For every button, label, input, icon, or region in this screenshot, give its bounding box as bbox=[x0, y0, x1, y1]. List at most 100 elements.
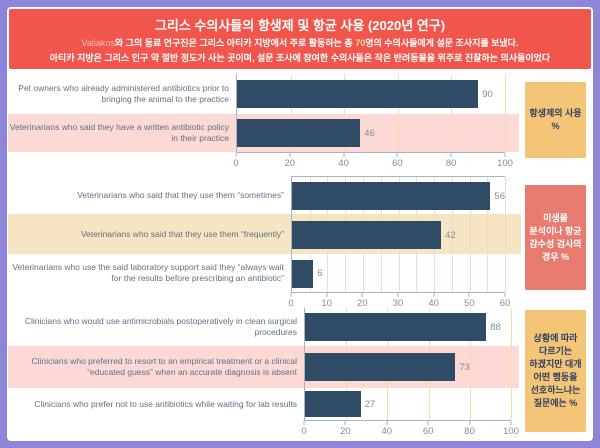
category-labels: Veterinarians who said that they use the… bbox=[8, 176, 291, 291]
axis-tick bbox=[510, 421, 512, 425]
subtitle-text-2: 명의 수의사들에게 설문 조사지를 보냈다. bbox=[365, 38, 519, 48]
side-label-preferred-behaviour: 상황에 따라 다르기는 하겠지만 대개 어떤 행동을 선호하느냐는 질문에는 % bbox=[525, 310, 586, 432]
subtitle-text-1: 와 그의 동료 연구진은 그리스 아티카 지방에서 주로 활동하는 총 bbox=[114, 38, 356, 48]
gridline bbox=[469, 308, 471, 420]
axis-tick-label: 80 bbox=[445, 158, 457, 169]
bar-rows: 88 73 27 bbox=[304, 308, 512, 420]
bar-row: 46 bbox=[237, 114, 505, 152]
axis-tick-label: 50 bbox=[464, 298, 475, 309]
row-label: Veterinarians who use the said laborator… bbox=[12, 261, 284, 283]
row-label: Veterinarians who said that they use the… bbox=[77, 189, 284, 200]
axis-tick-label: 60 bbox=[499, 298, 511, 309]
axis-tick-label: 0 bbox=[288, 298, 294, 309]
side-label-lab-testing: 미생물 분석이나 항균 감수성 검사의 경우 % bbox=[525, 185, 586, 290]
gridline bbox=[451, 74, 453, 152]
axis-tick bbox=[343, 153, 345, 157]
bar-row: 27 bbox=[305, 388, 511, 420]
gridline bbox=[469, 177, 471, 292]
bar-row: 56 bbox=[292, 177, 505, 215]
category-labels: Pet owners who already administered anti… bbox=[8, 74, 236, 152]
subtitle-line-1: Valiakos와 그의 동료 연구진은 그리스 아티카 지방에서 주로 활동하… bbox=[9, 37, 591, 49]
x-axis: 0 20 40 60 80 100 bbox=[233, 152, 513, 170]
bar-value-label: 73 bbox=[459, 361, 470, 373]
axis-tick bbox=[289, 153, 291, 157]
axis-tick bbox=[468, 293, 470, 297]
side-label-antibiotic-use: 항생제의 사용 % bbox=[525, 82, 586, 158]
axis-tick-label: 20 bbox=[357, 298, 368, 309]
axis-tick bbox=[427, 421, 429, 425]
axis-tick bbox=[386, 421, 388, 425]
axis-tick-label: 100 bbox=[497, 158, 513, 169]
author-name: Valiakos bbox=[81, 38, 115, 48]
axis-tick bbox=[469, 421, 471, 425]
row-label: Pet owners who already administered anti… bbox=[18, 83, 229, 104]
axis-tick-label: 80 bbox=[464, 426, 475, 437]
axis-tick bbox=[290, 293, 292, 297]
bar-row: 73 bbox=[305, 346, 511, 388]
bar-value-label: 46 bbox=[364, 127, 375, 139]
bar bbox=[237, 80, 479, 108]
axis-tick bbox=[397, 293, 399, 297]
plot-area: 90 46 0 20 40 60 80 100 bbox=[233, 74, 513, 170]
sample-count: 70 bbox=[355, 38, 366, 48]
bar-value-label: 27 bbox=[364, 398, 376, 410]
axis-tick-label: 40 bbox=[381, 426, 393, 437]
bar bbox=[305, 313, 487, 341]
bar-value-label: 90 bbox=[482, 88, 493, 100]
axis-tick bbox=[504, 293, 506, 297]
axis-tick bbox=[433, 293, 435, 297]
chart-preferred-behaviour: Clinicians who would use antimicrobials … bbox=[8, 308, 592, 441]
bar bbox=[305, 391, 361, 417]
axis-tick bbox=[344, 421, 346, 425]
x-axis: 0 20 40 60 80 100 bbox=[301, 420, 519, 437]
gridline bbox=[511, 308, 512, 420]
row-label: Veterinarians who said they have a writt… bbox=[9, 122, 229, 143]
bar-value-label: 6 bbox=[317, 268, 323, 279]
bar-row: 88 bbox=[305, 308, 511, 346]
category-labels: Clinicians who would use antimicrobials … bbox=[8, 308, 304, 420]
axis-tick bbox=[450, 153, 452, 157]
bar-row: 6 bbox=[292, 255, 505, 292]
axis-tick bbox=[235, 153, 237, 157]
row-label: Veterinarians who said that they use the… bbox=[80, 228, 284, 239]
axis-tick-label: 20 bbox=[284, 158, 296, 169]
bar-rows: 90 46 bbox=[236, 74, 506, 152]
bar-value-label: 42 bbox=[445, 229, 456, 241]
page-title: 그리스 수의사들의 항생제 및 항균 사용 (2020년 연구) bbox=[154, 18, 446, 33]
row-label: Clinicians who preferred to resort to an… bbox=[31, 356, 297, 377]
bar-value-label: 88 bbox=[490, 321, 501, 333]
axis-tick-label: 30 bbox=[392, 298, 404, 309]
bar-row: 90 bbox=[237, 74, 505, 114]
bar bbox=[292, 182, 491, 210]
plot-area: 56 42 6 0 10 20 30 40 50 60 bbox=[288, 176, 510, 309]
x-axis: 0 10 20 30 40 50 60 bbox=[288, 292, 510, 309]
axis-tick-label: 40 bbox=[338, 158, 349, 169]
gridline bbox=[505, 177, 506, 292]
gridline bbox=[397, 74, 399, 152]
axis-tick bbox=[396, 153, 398, 157]
row-label: Clinicians who would use antimicrobials … bbox=[24, 316, 297, 337]
row-label: Clinicians who prefer not to use antibio… bbox=[34, 398, 297, 409]
axis-tick-label: 0 bbox=[301, 426, 307, 437]
axis-tick bbox=[326, 293, 328, 297]
bar bbox=[292, 259, 314, 288]
axis-tick bbox=[303, 421, 305, 425]
dashboard-canvas: 그리스 수의사들의 항생제 및 항균 사용 (2020년 연구) Valiako… bbox=[7, 7, 593, 441]
axis-tick-label: 0 bbox=[233, 158, 239, 169]
plot-area: 88 73 27 0 20 40 60 80 100 bbox=[301, 308, 519, 437]
subtitle-line-2: 아티카 지방은 그리스 인구 약 절반 정도가 사는 곳이며, 설문 조사에 참… bbox=[49, 53, 551, 63]
gridline bbox=[487, 177, 489, 292]
bar bbox=[237, 119, 361, 147]
gridline bbox=[344, 74, 346, 152]
axis-tick-label: 40 bbox=[428, 298, 439, 309]
header-banner: 그리스 수의사들의 항생제 및 항균 사용 (2020년 연구) Valiako… bbox=[9, 9, 591, 69]
chart-lab-testing: Veterinarians who said that they use the… bbox=[8, 176, 592, 309]
gridline bbox=[451, 177, 453, 292]
bar-rows: 56 42 6 bbox=[291, 176, 506, 292]
gridline bbox=[505, 74, 506, 152]
axis-tick-label: 60 bbox=[392, 158, 403, 169]
chart-antibiotic-use: Pet owners who already administered anti… bbox=[8, 74, 592, 170]
axis-tick-label: 60 bbox=[422, 426, 434, 437]
axis-tick bbox=[504, 153, 506, 157]
